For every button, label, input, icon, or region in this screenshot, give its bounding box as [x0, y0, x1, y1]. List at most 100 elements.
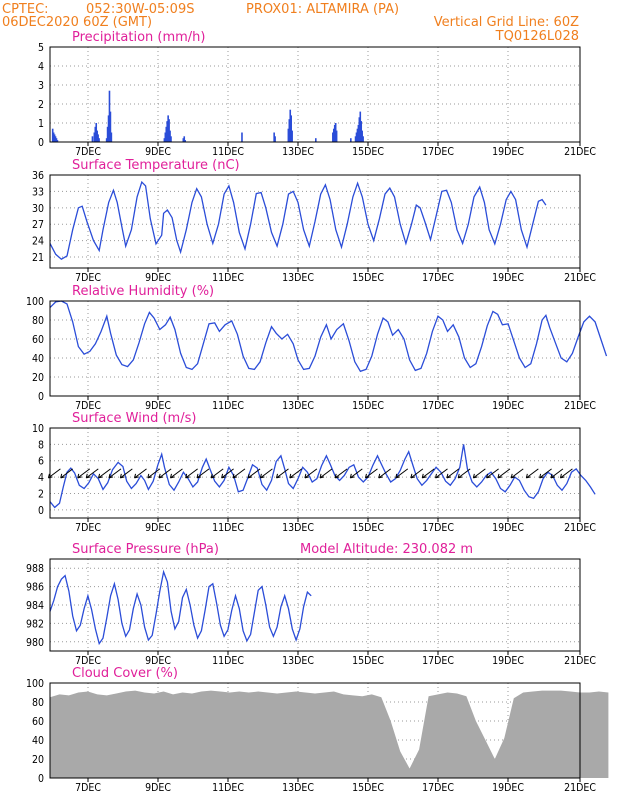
wind-arrow-head — [232, 473, 238, 479]
wind-arrow — [134, 468, 147, 479]
wind-arrow-head — [378, 473, 383, 479]
precip-bar — [91, 136, 94, 142]
x-tick-label: 7DEC — [75, 146, 101, 158]
precip-bar — [94, 126, 97, 142]
wind-arrow-head — [334, 473, 340, 479]
x-tick-label: 7DEC — [75, 782, 101, 794]
precip-bar — [287, 128, 290, 142]
precip-bar — [105, 138, 108, 142]
precip-bar — [163, 138, 166, 142]
wind-arrow-head — [497, 473, 503, 479]
precip-bar — [315, 138, 317, 142]
panel-1: 0 1 2 3 4 5 7DEC 9DEC 11DEC 13DEC 15DEC 17DEC 19DEC 2… — [38, 30, 596, 158]
panel-title: Relative Humidity (%) — [72, 284, 214, 299]
y-tick-label: 100 — [26, 678, 44, 690]
x-tick-label: 19DEC — [492, 272, 524, 284]
header-coordinates: 052:30W-05:09S — [86, 2, 194, 17]
precip-bar — [56, 140, 59, 142]
precip-bar — [361, 130, 363, 142]
x-tick-label: 9DEC — [145, 400, 171, 412]
x-tick-label: 19DEC — [492, 522, 524, 534]
wind-arrow — [60, 468, 74, 479]
panel-title: Cloud Cover (%) — [72, 666, 178, 681]
wind-arrow-head — [147, 473, 152, 479]
wind-arrow-head — [247, 473, 253, 479]
wind-arrow-head — [410, 473, 416, 479]
panel-title: Surface Pressure (hPa) — [72, 542, 219, 557]
x-tick-label: 11DEC — [212, 522, 244, 534]
wind-arrow — [378, 468, 392, 479]
header-source: CPTEC: — [2, 2, 49, 17]
precip-bar — [354, 136, 357, 142]
y-tick-label: 3 — [38, 80, 44, 92]
wind-arrow — [550, 468, 564, 479]
wind-arrow-head — [259, 473, 265, 479]
wind-arrow-head — [98, 473, 103, 479]
panel-5: 980 982 984 986 988 7DEC 9DEC 11DEC 13DEC 15DEC 17… — [26, 542, 596, 667]
x-tick-label: 9DEC — [145, 522, 171, 534]
y-tick-label: 27 — [32, 219, 44, 231]
x-tick-label: 9DEC — [145, 272, 171, 284]
wind-arrow — [247, 468, 261, 479]
precip-bar — [360, 121, 363, 142]
wind-arrow — [395, 468, 409, 479]
wind-arrow — [185, 468, 198, 479]
precip-bar — [96, 130, 98, 142]
panel-frame — [49, 174, 581, 269]
y-tick-label: 40 — [32, 735, 44, 747]
wind-arrow-head — [525, 473, 531, 479]
y-tick-label: 80 — [32, 315, 44, 327]
y-tick-label: 0 — [38, 505, 44, 517]
x-tick-label: 9DEC — [145, 782, 171, 794]
y-tick-label: 984 — [26, 600, 44, 612]
wind-arrow — [85, 468, 99, 479]
header-grid-note: Vertical Grid Line: 60Z — [434, 15, 579, 30]
precip-bar — [332, 132, 334, 142]
precip-bar — [55, 138, 58, 142]
wind-arrow — [120, 468, 133, 479]
precip-bar — [358, 117, 361, 142]
x-tick-label: 15DEC — [352, 272, 384, 284]
x-tick-label: 19DEC — [492, 782, 524, 794]
precip-bar — [357, 124, 360, 142]
wind-arrow-head — [304, 473, 310, 479]
wind-arrow — [435, 468, 448, 479]
precip-bar — [289, 109, 292, 142]
y-tick-label: 10 — [32, 423, 44, 435]
y-tick-label: 0 — [38, 137, 44, 149]
precip-bar — [334, 123, 337, 142]
precip-bar — [168, 119, 170, 142]
wind-arrow-head — [158, 473, 164, 479]
y-tick-label: 20 — [32, 754, 44, 766]
y-tick-label: 21 — [32, 252, 44, 264]
wind-arrow — [526, 468, 539, 479]
x-tick-label: 9DEC — [145, 146, 171, 158]
wind-arrow — [510, 468, 524, 479]
panel-title: Surface Temperature (nC) — [72, 158, 240, 173]
series-line — [49, 300, 608, 373]
y-tick-label: 20 — [32, 372, 44, 384]
precip-bar — [95, 123, 98, 142]
x-tick-label: 15DEC — [352, 655, 384, 667]
precip-bar — [359, 111, 362, 142]
x-tick-label: 19DEC — [492, 146, 524, 158]
wind-arrow — [350, 468, 363, 479]
wind-arrow-head — [395, 473, 400, 479]
x-tick-label: 15DEC — [352, 146, 384, 158]
precip-bar — [184, 140, 186, 142]
y-tick-label: 60 — [32, 334, 44, 346]
precip-bar — [274, 136, 276, 142]
y-tick-label: 6 — [38, 456, 44, 468]
y-tick-label: 2 — [38, 99, 44, 111]
y-tick-label: 2 — [38, 488, 44, 500]
precip-bar — [107, 115, 110, 142]
precip-bar — [165, 126, 168, 142]
wind-arrow — [260, 468, 273, 479]
wind-arrow-head — [210, 473, 216, 479]
wind-arrow-head — [289, 473, 294, 479]
wind-arrow-head — [472, 473, 478, 479]
x-tick-label: 15DEC — [352, 522, 384, 534]
wind-arrow-head — [435, 473, 440, 479]
precip-bar — [332, 128, 335, 142]
series-line — [49, 444, 596, 509]
